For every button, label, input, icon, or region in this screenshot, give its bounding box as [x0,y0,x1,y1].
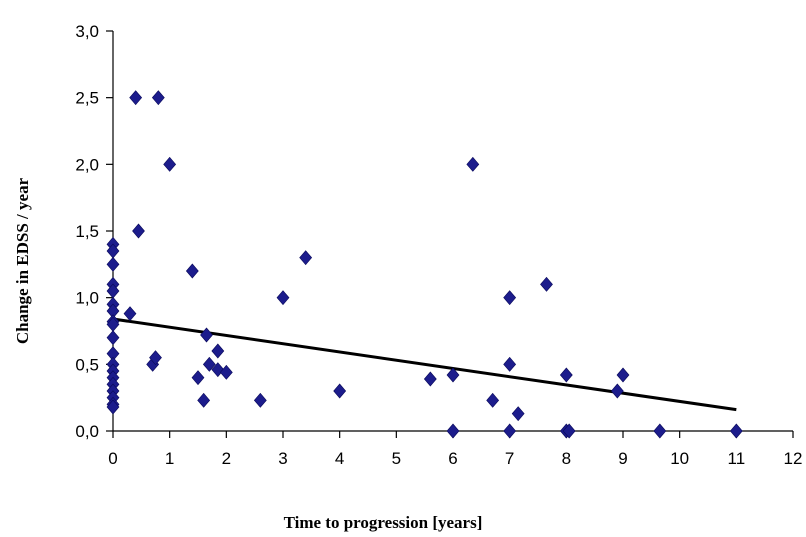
data-point [503,290,517,306]
x-tick-label: 6 [448,449,457,468]
data-point [610,383,624,399]
x-tick-label: 3 [278,449,287,468]
y-tick-label: 0,0 [75,422,99,441]
y-tick-label: 2,5 [75,89,99,108]
trendline [112,317,737,412]
x-tick-label: 2 [222,449,231,468]
data-point [106,330,120,346]
data-point [446,423,460,439]
data-point [185,263,199,279]
x-tick-label: 5 [392,449,401,468]
y-axis-ticks: 0,0 0,5 1,0 1,5 2,0 2,5 3,0 [75,22,113,441]
x-tick-label: 4 [335,449,344,468]
y-tick-label: 3,0 [75,22,99,41]
data-point [202,356,216,372]
data-point [540,276,553,292]
data-point [446,367,460,383]
data-point [163,156,177,172]
data-point [129,90,143,106]
x-tick-label: 9 [618,449,627,468]
y-axis-title: Change in EDSS / year [13,177,32,344]
data-point [559,367,573,383]
data-point [219,364,233,380]
data-point [123,306,137,322]
data-point [149,350,162,366]
x-tick-label: 8 [562,449,571,468]
data-point [211,343,225,359]
data-points [106,90,743,439]
data-point [191,370,205,386]
x-axis-title: Time to progression [years] [284,513,483,532]
x-tick-label: 10 [670,449,689,468]
data-point [333,383,347,399]
data-point [503,423,517,439]
data-point [106,399,120,415]
data-point [197,392,211,408]
x-tick-label: 1 [165,449,174,468]
data-point [200,327,213,343]
data-point [466,156,480,172]
y-tick-label: 0,5 [75,355,99,374]
x-tick-label: 7 [505,449,514,468]
x-axis-ticks: 0 1 2 3 4 5 6 7 8 9 10 11 12 [108,431,802,468]
data-point [562,423,576,439]
x-tick-label: 11 [728,449,746,468]
data-point [729,423,743,439]
data-point [653,423,667,439]
x-tick-label: 12 [784,449,803,468]
y-tick-label: 1,5 [75,222,99,241]
data-point [616,367,630,383]
data-point [503,356,517,372]
data-point [106,256,120,272]
data-point [423,371,437,387]
data-point [299,250,313,266]
y-tick-label: 2,0 [75,155,99,174]
data-point [511,406,525,422]
data-point [132,223,145,239]
data-point [151,90,165,106]
data-point [253,392,267,408]
x-tick-label: 0 [108,449,117,468]
y-tick-label: 1,0 [75,289,99,308]
data-point [276,290,290,306]
data-point [486,392,500,408]
